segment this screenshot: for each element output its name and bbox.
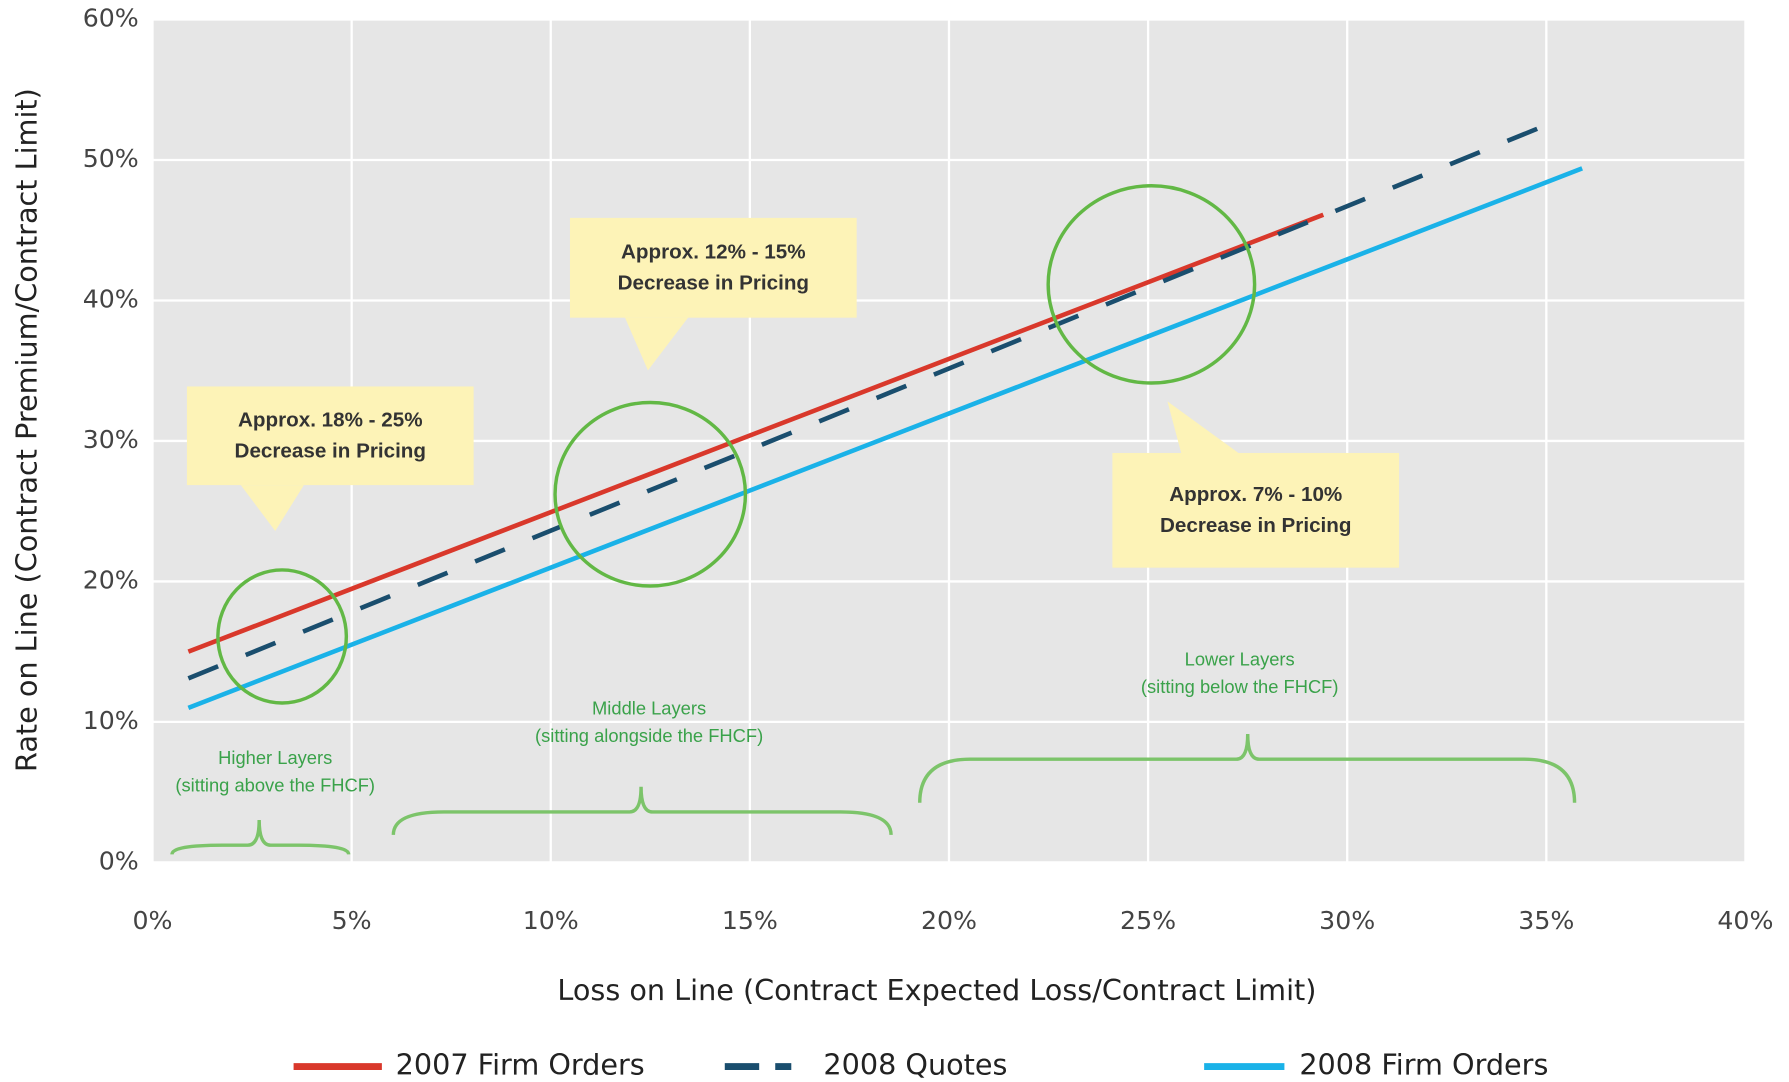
x-tick-label: 40% — [1717, 906, 1773, 935]
callout-pointer — [240, 485, 304, 531]
y-tick-label: 40% — [83, 284, 139, 313]
y-tick-label: 10% — [83, 706, 139, 735]
y-tick-label: 50% — [83, 144, 139, 173]
y-tick-label: 60% — [83, 3, 139, 32]
y-tick-label: 30% — [83, 425, 139, 454]
highlight-circle — [1046, 184, 1257, 385]
callout-text: Decrease in Pricing — [618, 271, 809, 294]
callout-box — [186, 386, 474, 486]
callout-text: Approx. 7% - 10% — [1169, 483, 1342, 506]
highlight-circle — [216, 568, 349, 705]
layer-label: Higher Layers — [218, 747, 332, 768]
x-tick-label: 30% — [1319, 906, 1375, 935]
highlight-circle — [553, 400, 748, 588]
callout-box — [569, 217, 857, 318]
brace — [391, 786, 893, 836]
layer-label: Middle Layers — [592, 698, 706, 719]
layer-label: Lower Layers — [1185, 648, 1295, 669]
x-tick-label: 25% — [1120, 906, 1176, 935]
callout-text: Decrease in Pricing — [235, 439, 426, 462]
series-line — [187, 166, 1583, 711]
layer-label: (sitting above the FHCF) — [175, 775, 375, 796]
brace — [918, 733, 1577, 803]
callout-box — [1112, 452, 1400, 568]
callout-text: Approx. 18% - 25% — [238, 408, 423, 431]
legend-label: 2008 Firm Orders — [1299, 1048, 1548, 1078]
y-axis-title: Rate on Line (Contract Premium/Contract … — [10, 88, 44, 772]
layer-label: (sitting alongside the FHCF) — [535, 725, 763, 746]
series-line — [187, 212, 1325, 654]
callout-text: Decrease in Pricing — [1160, 514, 1351, 537]
callout-text: Approx. 12% - 15% — [621, 240, 806, 263]
x-tick-label: 20% — [921, 906, 977, 935]
y-tick-label: 0% — [99, 846, 139, 875]
chart-body: Loss on Line (Contract Expected Loss/Con… — [10, 3, 1774, 1081]
legend-label: 2008 Quotes — [823, 1048, 1007, 1078]
callout-pointer — [625, 317, 689, 371]
x-tick-label: 15% — [722, 906, 778, 935]
brace — [170, 819, 351, 855]
x-tick-label: 0% — [133, 906, 173, 935]
x-tick-label: 5% — [332, 906, 372, 935]
x-tick-label: 35% — [1518, 906, 1574, 935]
x-tick-label: 10% — [523, 906, 579, 935]
y-tick-label: 20% — [83, 565, 139, 594]
legend-label: 2007 Firm Orders — [396, 1048, 645, 1078]
x-axis-title: Loss on Line (Contract Expected Loss/Con… — [557, 973, 1316, 1007]
layer-label: (sitting below the FHCF) — [1141, 676, 1339, 697]
